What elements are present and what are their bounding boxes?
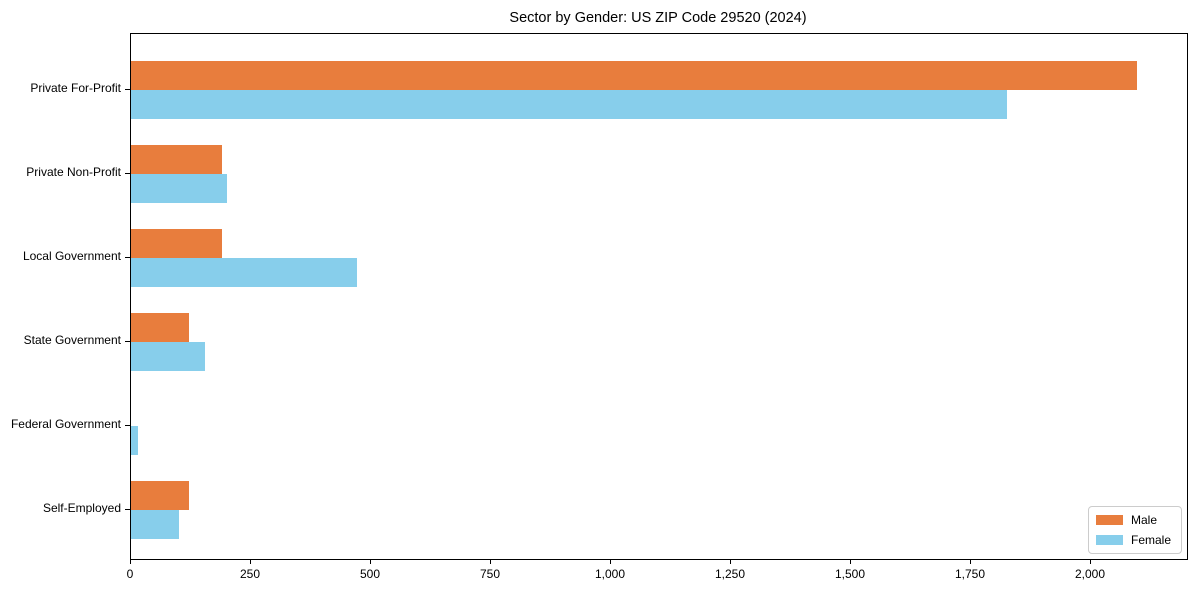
bar-female-5 xyxy=(131,426,138,455)
x-axis-tick-label: 500 xyxy=(359,567,381,581)
x-tick-mark xyxy=(370,559,371,564)
legend-item-female: Female xyxy=(1095,533,1171,547)
plot-area: Male Female xyxy=(130,33,1188,560)
legend-label-female: Female xyxy=(1130,533,1171,547)
bar-female-3 xyxy=(131,258,357,287)
bar-female-2 xyxy=(131,174,227,203)
chart-title: Sector by Gender: US ZIP Code 29520 (202… xyxy=(509,10,807,26)
legend-item-male: Male xyxy=(1095,513,1171,527)
y-tick-mark xyxy=(125,341,130,342)
y-axis-label-1: Private For-Profit xyxy=(30,81,121,95)
bar-male-4 xyxy=(131,313,189,342)
legend-label-male: Male xyxy=(1130,513,1157,527)
x-axis-tick-label: 1,750 xyxy=(954,567,986,581)
x-tick-mark xyxy=(730,559,731,564)
y-axis-label-3: Local Government xyxy=(22,249,121,263)
x-axis-tick-label: 2,000 xyxy=(1074,567,1106,581)
x-axis-tick-label: 750 xyxy=(479,567,501,581)
x-tick-mark xyxy=(850,559,851,564)
y-axis-label-5: Federal Government xyxy=(10,417,121,431)
y-tick-mark xyxy=(125,89,130,90)
x-tick-mark xyxy=(970,559,971,564)
x-tick-mark xyxy=(130,559,131,564)
bar-female-6 xyxy=(131,510,179,539)
y-tick-mark xyxy=(125,173,130,174)
male-swatch-icon xyxy=(1095,515,1123,525)
x-tick-mark xyxy=(250,559,251,564)
bar-female-1 xyxy=(131,90,1007,119)
x-axis-tick-label: 250 xyxy=(239,567,261,581)
y-tick-mark xyxy=(125,425,130,426)
y-axis-label-2: Private Non-Profit xyxy=(26,165,121,179)
bar-male-1 xyxy=(131,61,1137,90)
legend: Male Female xyxy=(1087,506,1182,554)
bar-male-3 xyxy=(131,229,222,258)
x-axis-tick-label: 1,250 xyxy=(714,567,746,581)
y-tick-mark xyxy=(125,257,130,258)
bar-male-2 xyxy=(131,145,222,174)
female-swatch-icon xyxy=(1095,535,1123,545)
bar-female-4 xyxy=(131,342,205,371)
x-axis-tick-label: 0 xyxy=(126,567,134,581)
x-axis-tick-label: 1,500 xyxy=(834,567,866,581)
y-tick-mark xyxy=(125,509,130,510)
x-tick-mark xyxy=(1090,559,1091,564)
y-axis-label-4: State Government xyxy=(23,333,121,347)
x-tick-mark xyxy=(490,559,491,564)
x-axis-tick-label: 1,000 xyxy=(594,567,626,581)
bar-male-6 xyxy=(131,481,189,510)
y-axis-label-6: Self-Employed xyxy=(42,501,121,515)
x-tick-mark xyxy=(610,559,611,564)
